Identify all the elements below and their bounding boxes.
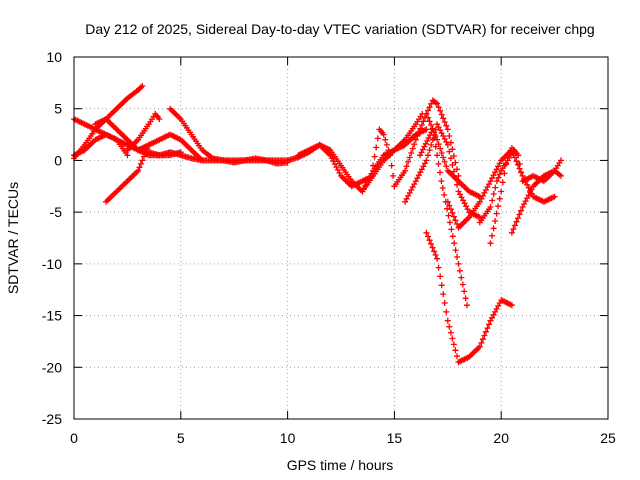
series-markers	[476, 147, 517, 226]
series-arc-n	[391, 97, 462, 190]
series-markers	[103, 141, 152, 205]
series-markers	[508, 167, 564, 236]
series-markers	[359, 110, 426, 195]
y-tick-label: -25	[42, 411, 62, 427]
y-tick-label: 5	[54, 101, 62, 117]
y-tick-label: 0	[54, 152, 62, 168]
x-tick-label: 10	[280, 430, 296, 446]
series-arc-u	[508, 167, 564, 236]
series-markers	[124, 110, 163, 154]
x-tick-label: 20	[493, 430, 509, 446]
y-tick-label: -15	[42, 308, 62, 324]
axis-ticks: 0 5 10 15 20 25 -25 -20 -15 -10 -5 0 5 10	[42, 49, 616, 446]
series-arc-i	[156, 149, 291, 167]
series-arc-d	[103, 141, 152, 205]
series-arc-l	[359, 110, 426, 195]
x-tick-label: 15	[387, 430, 403, 446]
series-markers	[135, 131, 206, 164]
series-arc-f	[124, 110, 163, 154]
x-tick-label: 25	[600, 430, 616, 446]
series-markers	[370, 126, 398, 190]
series-arc-g	[135, 131, 206, 164]
series-arc-r	[423, 229, 515, 366]
series-markers	[423, 229, 515, 366]
plot-frame	[73, 56, 609, 420]
x-axis-label: GPS time / hours	[287, 457, 394, 473]
y-tick-label: -5	[50, 204, 63, 220]
series-arc-v	[476, 147, 517, 226]
series-markers	[391, 97, 462, 190]
x-tick-label: 5	[177, 430, 185, 446]
y-axis-label: SDTVAR / TECUs	[5, 182, 21, 294]
series-markers	[156, 149, 291, 167]
data-series	[71, 83, 564, 366]
y-tick-label: -10	[42, 256, 62, 272]
x-tick-label: 0	[70, 430, 78, 446]
y-tick-label: -20	[42, 359, 62, 375]
chart-title: Day 212 of 2025, Sidereal Day-to-day VTE…	[85, 21, 594, 37]
y-tick-label: 10	[46, 49, 62, 65]
series-arc-m	[370, 126, 398, 190]
